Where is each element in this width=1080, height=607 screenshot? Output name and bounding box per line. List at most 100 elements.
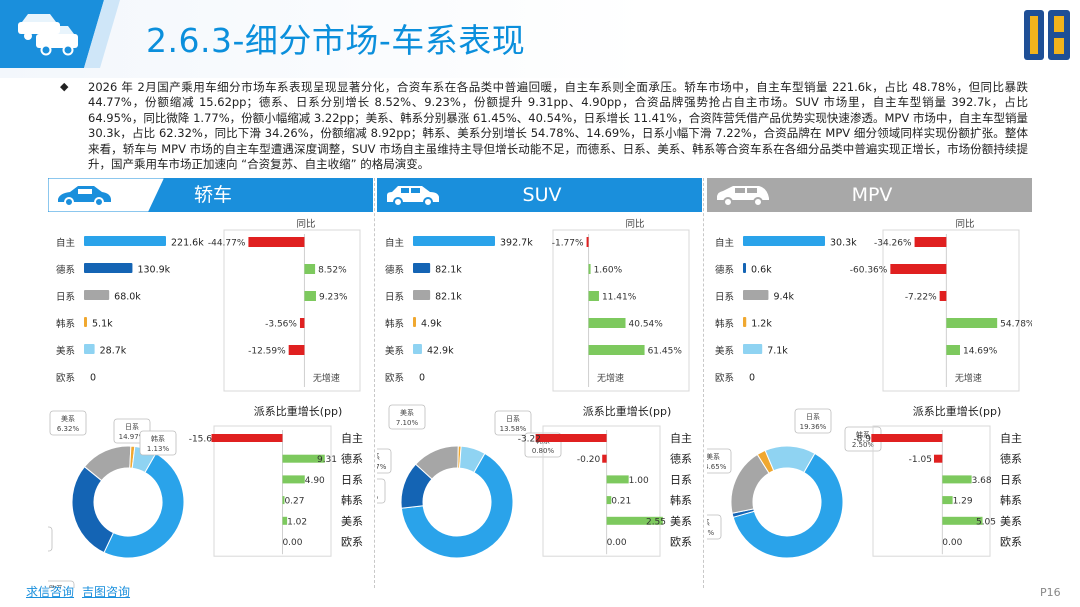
page-title: 2.6.3-细分市场-车系表现 xyxy=(146,21,526,60)
sales-bar xyxy=(743,344,763,354)
pp-bar xyxy=(606,516,663,525)
donut-category-label: 日系 xyxy=(125,422,139,431)
yoy-frame xyxy=(552,229,690,392)
category-label: 欧系 xyxy=(56,372,75,384)
donut-label-box xyxy=(494,410,532,436)
category-label: 自主 xyxy=(385,237,404,249)
pp-category-label: 德系 xyxy=(341,452,363,466)
suv-icon xyxy=(387,186,439,207)
pp-value-label: 0.00 xyxy=(607,538,627,548)
donut-share-label: 1.13% xyxy=(147,445,170,453)
donut-slice xyxy=(71,465,115,554)
donut-share-label: 6.32% xyxy=(57,425,80,433)
yoy-value-label: -3.56% xyxy=(265,320,297,330)
category-label: 德系 xyxy=(715,264,734,276)
pp-category-label: 日系 xyxy=(341,473,363,486)
yoy-value-label: -7.22% xyxy=(905,293,937,303)
pp-bar xyxy=(282,475,305,484)
pp-category-label: 日系 xyxy=(670,473,692,486)
sales-value-label: 392.7k xyxy=(500,238,533,249)
pp-category-label: 德系 xyxy=(670,452,692,466)
yoy-value-label: 54.78% xyxy=(1000,320,1032,330)
yoy-value-label: 61.45% xyxy=(648,347,683,357)
sales-value-label: 0 xyxy=(419,373,425,384)
donut-share-label: 14.97% xyxy=(119,433,146,441)
yoy-value-label: -34.26% xyxy=(874,239,912,249)
category-label: 美系 xyxy=(56,345,75,357)
donut-slice xyxy=(400,452,514,559)
pp-value-label: 1.00 xyxy=(629,476,649,486)
category-label: 韩系 xyxy=(56,318,75,330)
panel-title-suv: SUV xyxy=(522,184,562,206)
donut-slice xyxy=(103,452,185,559)
donut-label-box xyxy=(139,430,177,456)
yoy-bar xyxy=(914,237,947,247)
yoy-bar xyxy=(588,291,599,301)
pp-bar xyxy=(942,516,983,525)
pp-category-label: 日系 xyxy=(1000,473,1022,486)
sales-value-label: 221.6k xyxy=(171,238,204,249)
category-label: 日系 xyxy=(56,292,75,303)
pp-category-label: 美系 xyxy=(341,515,363,528)
car-logo-icon xyxy=(0,0,120,68)
pp-title: 派系比重增长(pp) xyxy=(913,404,1002,418)
pp-category-label: 韩系 xyxy=(1000,493,1022,507)
pp-value-label: 0.21 xyxy=(611,497,631,507)
pp-category-label: 欧系 xyxy=(1000,536,1022,549)
pp-category-label: 自主 xyxy=(670,432,692,445)
yoy-bar xyxy=(588,264,591,274)
pp-value-label: -8.9 xyxy=(853,435,871,445)
donut-label-box xyxy=(377,478,386,504)
pp-value-label: 1.02 xyxy=(287,517,307,527)
donut-category-label: 美系 xyxy=(707,452,720,461)
pp-frame xyxy=(213,425,332,557)
yoy-bar xyxy=(588,345,645,355)
footer-link-qiuxin[interactable]: 求信咨询 xyxy=(26,585,75,599)
sales-value-label: 0 xyxy=(90,373,96,384)
sales-value-label: 130.9k xyxy=(137,265,170,276)
sales-value-label: 42.9k xyxy=(427,346,454,357)
pp-value-label: 2.55 xyxy=(646,517,666,527)
donut-label-box xyxy=(794,408,832,434)
sales-bar xyxy=(84,263,133,273)
yoy-bar xyxy=(939,291,947,301)
yoy-bar xyxy=(304,264,316,274)
yoy-bar xyxy=(248,237,305,247)
sedan-icon xyxy=(58,186,111,207)
panel-title-sedan: 轿车 xyxy=(193,184,232,206)
pp-bar xyxy=(211,434,283,442)
pp-value-label: 4.90 xyxy=(305,476,325,486)
pp-bar xyxy=(535,434,607,442)
donut-slice xyxy=(764,445,816,474)
sales-bar xyxy=(84,317,87,327)
category-label: 欧系 xyxy=(385,372,404,384)
pp-value-label: -15.6 xyxy=(189,435,213,445)
panel-header-suv: SUV xyxy=(377,178,702,212)
category-label: 韩系 xyxy=(385,318,404,330)
donut-label-box xyxy=(48,580,75,588)
pp-title: 派系比重增长(pp) xyxy=(583,404,672,418)
donut-category-label: 美系 xyxy=(400,408,414,417)
sales-bar xyxy=(413,317,416,327)
footer-link-jitu[interactable]: 吉图咨询 xyxy=(82,585,131,599)
yoy-frame xyxy=(223,229,361,392)
yoy-value-label: 40.54% xyxy=(629,320,664,330)
panel-separator xyxy=(703,178,704,588)
sales-value-label: 82.1k xyxy=(435,265,462,276)
sales-value-label: 28.7k xyxy=(100,346,127,357)
sales-bar xyxy=(743,290,769,300)
category-label: 美系 xyxy=(385,345,404,357)
category-label: 欧系 xyxy=(715,372,734,384)
donut-share-label: 13.58% xyxy=(500,425,527,433)
donut-share-label: 19.36% xyxy=(800,423,827,431)
yoy-value-label: -60.36% xyxy=(850,266,888,276)
yoy-header: 同比 xyxy=(955,218,974,230)
category-label: 韩系 xyxy=(715,318,734,330)
yoy-value-label: -1.77% xyxy=(552,239,584,249)
pp-category-label: 美系 xyxy=(670,515,692,528)
yoy-header: 同比 xyxy=(625,218,644,230)
yoy-header: 同比 xyxy=(296,218,315,230)
donut-share-label: 2.50% xyxy=(852,441,875,449)
mpv-icon xyxy=(717,186,769,207)
category-label: 日系 xyxy=(715,292,734,303)
